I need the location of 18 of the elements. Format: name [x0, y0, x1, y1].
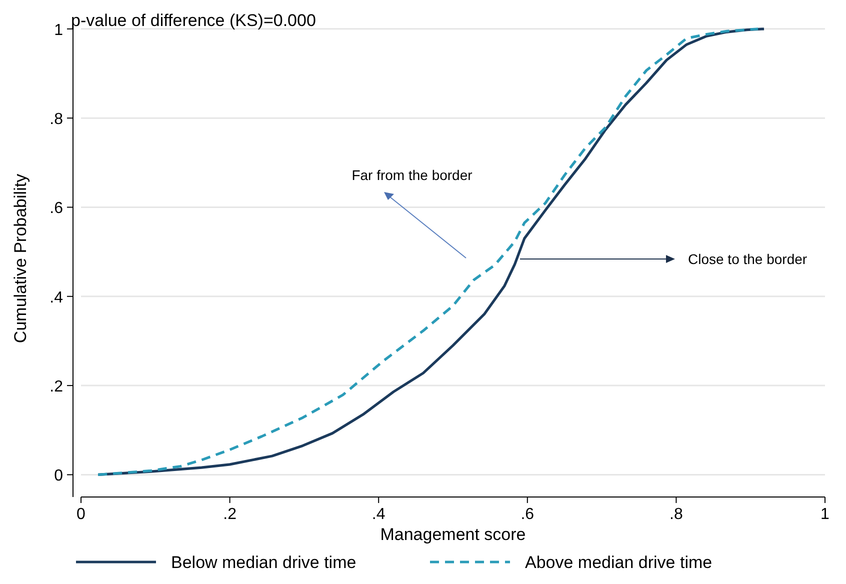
x-axis-title: Management score: [380, 525, 526, 544]
legend-label: Below median drive time: [171, 553, 356, 572]
y-tick-label: .2: [50, 378, 64, 396]
x-tick-label: .6: [520, 506, 534, 523]
annotation: Far from the border: [352, 167, 473, 183]
y-tick-label: 0: [54, 468, 64, 485]
y-tick-label: .6: [50, 200, 64, 218]
x-tick-label: 0: [76, 506, 86, 523]
legend-label: Above median drive time: [525, 553, 712, 572]
y-tick-label: .4: [50, 289, 64, 306]
annotation: Close to the border: [688, 251, 808, 267]
x-tick-label: 1: [820, 506, 830, 523]
y-axis-title: Cumulative Probability: [11, 173, 30, 344]
y-tick-label: .8: [50, 111, 64, 128]
x-tick-label: .2: [223, 506, 237, 523]
x-tick-label: .4: [372, 506, 386, 523]
y-tick-label: 1: [54, 22, 64, 39]
x-tick-label: .8: [670, 506, 683, 523]
